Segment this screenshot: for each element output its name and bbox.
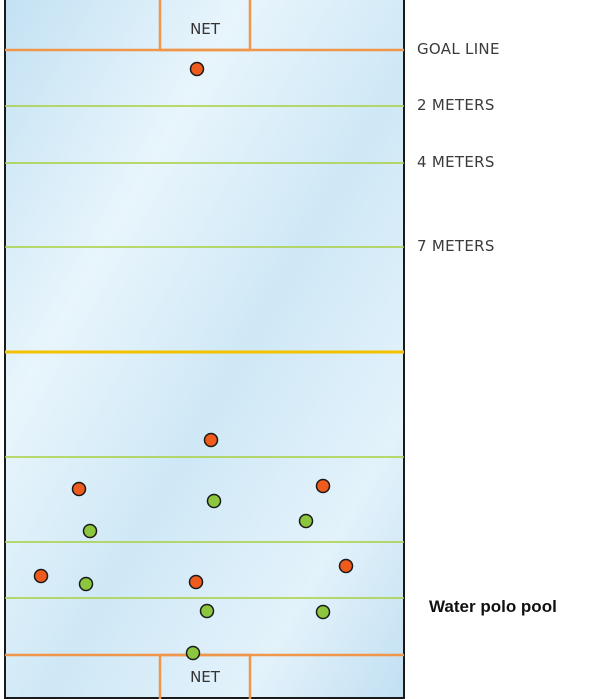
orange-player — [338, 558, 354, 574]
orange-player — [188, 574, 204, 590]
orange-player — [71, 481, 87, 497]
orange-player — [33, 568, 49, 584]
bottom-net-label: NET — [190, 668, 220, 686]
green-player — [82, 523, 98, 539]
green-player — [206, 493, 222, 509]
orange-player — [315, 478, 331, 494]
green-player — [298, 513, 314, 529]
orange-player — [189, 61, 205, 77]
green-player — [78, 576, 94, 592]
green-player — [185, 645, 201, 661]
diagram-caption: Water polo pool — [429, 597, 557, 616]
two-meters-label: 2 METERS — [417, 96, 495, 114]
four-meters-label: 4 METERS — [417, 153, 495, 171]
seven-meters-label: 7 METERS — [417, 237, 495, 255]
pool-water — [5, 0, 404, 699]
top-net-label: NET — [190, 20, 220, 38]
green-player — [315, 604, 331, 620]
green-player — [199, 603, 215, 619]
orange-player — [203, 432, 219, 448]
goal-line-label: GOAL LINE — [417, 40, 500, 58]
